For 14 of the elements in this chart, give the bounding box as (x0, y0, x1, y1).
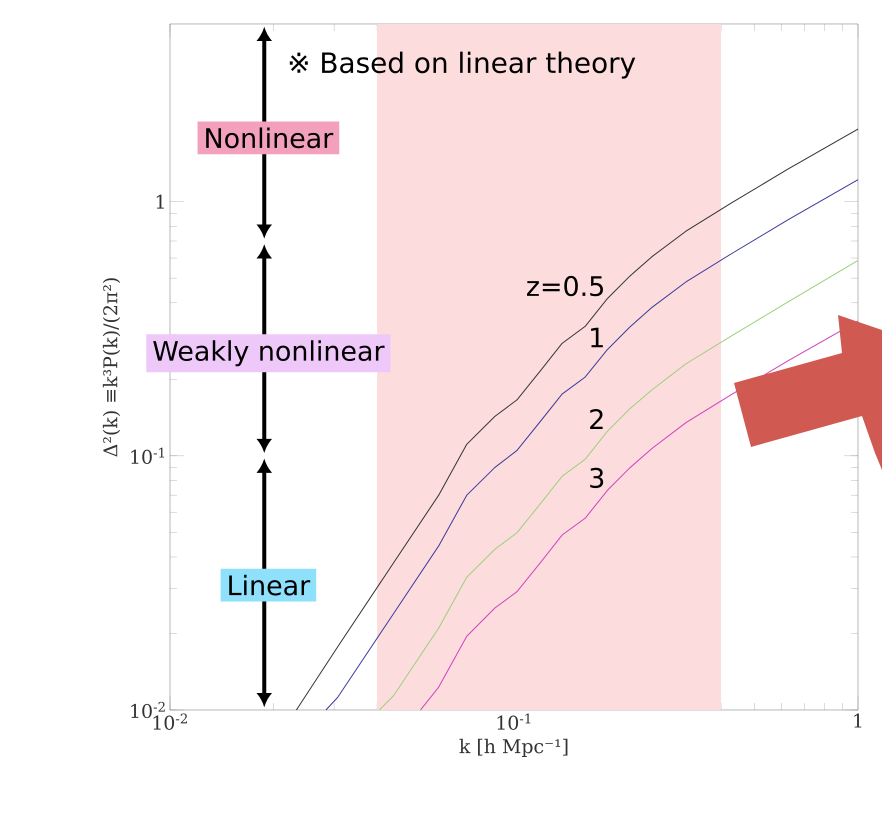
series-label: 1 (591, 328, 603, 348)
annotation: Weakly nonlinear (153, 340, 385, 366)
annotation: Nonlinear (206, 127, 334, 148)
y-axis-title: Δ²(k) ≡k³P(k)/(2π²) (102, 278, 120, 457)
series-label: 2 (590, 409, 603, 429)
series-label: 3 (590, 468, 604, 488)
annotation: Linear (229, 574, 310, 596)
y-tick-label: 10$^{-1}$ (131, 448, 164, 464)
x-tick-label: 1 (854, 714, 862, 728)
y-tick-label: 1 (156, 194, 164, 209)
annotation: ※ Based on linear theory (290, 52, 636, 79)
x-axis-title: k [h Mpc⁻¹] (459, 738, 568, 758)
x-tick-label: 10$^{-1}$ (498, 714, 530, 730)
series-label: z=0.5 (527, 276, 603, 296)
